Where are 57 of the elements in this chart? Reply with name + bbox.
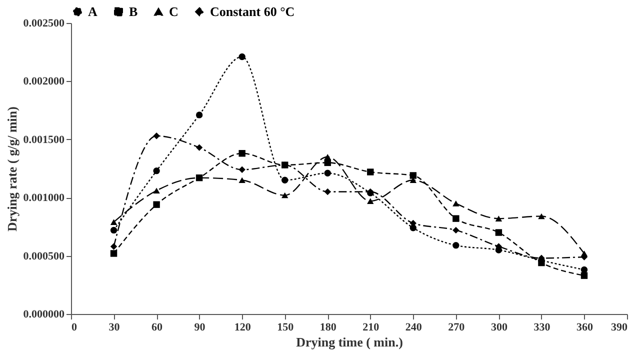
legend-label: A <box>88 4 98 19</box>
x-tick-label: 120 <box>234 322 252 334</box>
x-tick-label: 330 <box>534 322 551 334</box>
point <box>110 226 118 234</box>
point <box>281 192 288 198</box>
point <box>110 243 118 250</box>
point <box>324 170 331 177</box>
point <box>238 177 246 184</box>
point <box>538 213 545 220</box>
point <box>452 215 460 222</box>
y-axis-title: Drying rate ( g/g/ min) <box>4 106 20 232</box>
point <box>495 229 502 236</box>
point <box>196 144 203 151</box>
x-axis-title: Drying time ( min.) <box>296 334 403 350</box>
point <box>238 53 246 60</box>
point <box>580 272 588 279</box>
point <box>452 242 460 249</box>
x-tick-label: 60 <box>152 322 164 334</box>
point <box>495 216 502 222</box>
point <box>281 176 288 184</box>
y-tick-label: 0.000000 <box>23 308 65 320</box>
y-tick-label: 0.001000 <box>23 192 65 204</box>
point <box>452 226 460 234</box>
point <box>452 200 460 206</box>
x-tick-label: 90 <box>194 322 206 334</box>
x-tick-label: 390 <box>611 322 628 334</box>
point <box>367 168 374 176</box>
y-tick-label: 0.002500 <box>23 18 65 30</box>
x-tick-label: 210 <box>362 322 380 334</box>
point <box>110 219 118 225</box>
y-tick-label: 0.002000 <box>23 76 65 88</box>
point <box>153 132 160 140</box>
point <box>324 154 331 160</box>
point <box>410 172 417 179</box>
y-tick-label: 0.001500 <box>23 134 65 146</box>
legend-label: B <box>129 4 138 19</box>
x-tick-label: 150 <box>277 322 294 334</box>
x-tick-label: 300 <box>490 322 508 334</box>
x-tick-label: 180 <box>320 322 337 334</box>
point <box>110 250 118 257</box>
x-tick-label: 360 <box>576 322 594 334</box>
point <box>324 188 331 196</box>
point <box>367 198 374 204</box>
x-tick-label: 30 <box>108 322 120 334</box>
point <box>153 188 160 194</box>
x-tick-label: 240 <box>405 322 422 334</box>
point <box>238 166 246 174</box>
point <box>238 150 246 157</box>
x-tick-label: 0 <box>72 322 78 334</box>
y-tick-label: 0.000500 <box>23 250 65 262</box>
point <box>153 201 160 208</box>
x-tick-label: 270 <box>448 322 466 334</box>
point <box>153 167 160 174</box>
point <box>196 112 203 118</box>
point <box>580 266 588 274</box>
legend-label: C <box>169 4 178 19</box>
legend-label: Constant 60 °C <box>210 4 295 19</box>
